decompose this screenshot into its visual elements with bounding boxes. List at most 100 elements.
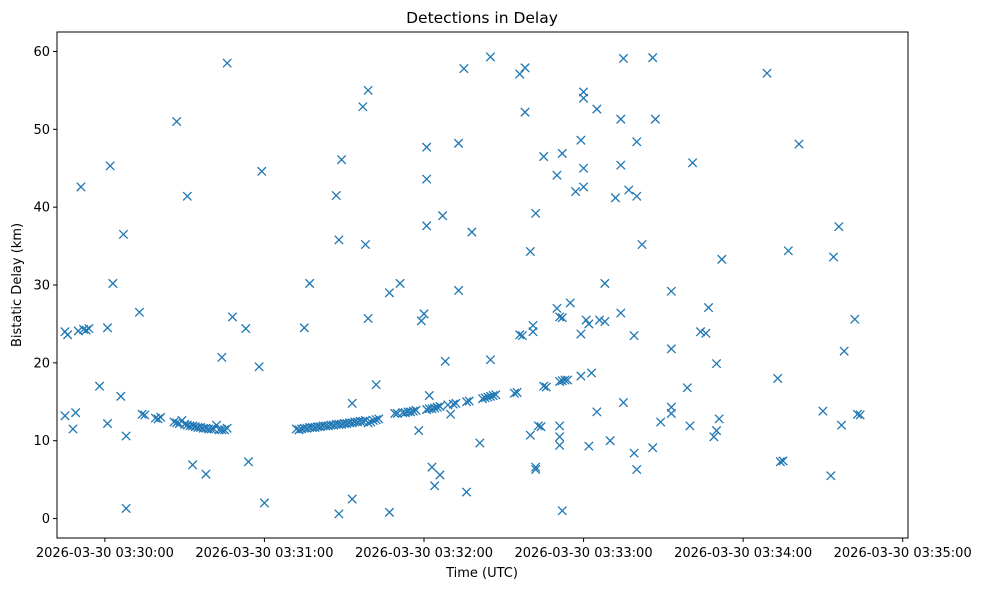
data-point-marker bbox=[557, 506, 567, 516]
data-point-marker bbox=[709, 432, 719, 442]
data-point-marker bbox=[257, 166, 267, 177]
data-point-marker bbox=[429, 481, 440, 491]
data-point-marker bbox=[703, 302, 714, 313]
data-point-marker bbox=[390, 408, 400, 419]
data-point-marker bbox=[358, 416, 368, 426]
data-point-marker bbox=[632, 464, 642, 475]
data-point-marker bbox=[102, 418, 113, 429]
data-point-marker bbox=[624, 185, 634, 195]
data-point-marker bbox=[222, 423, 232, 433]
data-point-marker bbox=[461, 397, 472, 407]
data-point-marker bbox=[172, 116, 182, 127]
y-tick-label: 0 bbox=[42, 512, 50, 527]
data-point-marker bbox=[485, 355, 496, 365]
data-point-marker bbox=[618, 397, 629, 408]
data-point-marker bbox=[531, 462, 541, 472]
data-point-marker bbox=[584, 319, 594, 329]
data-point-marker bbox=[427, 462, 437, 472]
data-point-marker bbox=[818, 406, 828, 416]
data-point-marker bbox=[687, 158, 698, 168]
data-point-marker bbox=[334, 509, 344, 519]
data-point-marker bbox=[73, 326, 83, 336]
data-point-marker bbox=[839, 346, 849, 356]
data-point-marker bbox=[560, 375, 570, 385]
data-point-marker bbox=[701, 328, 711, 338]
data-point-marker bbox=[363, 85, 373, 96]
data-point-marker bbox=[227, 312, 238, 322]
x-tick-label: 2026-03-30 03:34:00 bbox=[674, 546, 812, 561]
data-point-marker bbox=[685, 421, 695, 431]
data-point-marker bbox=[477, 393, 488, 404]
data-point-marker bbox=[483, 392, 493, 402]
data-point-marker bbox=[451, 398, 461, 408]
data-point-marker bbox=[562, 375, 573, 385]
data-point-marker bbox=[581, 315, 591, 325]
data-point-marker bbox=[610, 193, 621, 203]
data-point-marker bbox=[491, 390, 501, 400]
data-point-marker bbox=[509, 388, 520, 398]
data-point-marker bbox=[384, 288, 395, 298]
data-point-marker bbox=[632, 137, 642, 147]
data-point-marker bbox=[578, 182, 589, 192]
data-point-marker bbox=[852, 409, 863, 419]
data-point-marker bbox=[480, 393, 490, 403]
data-point-marker bbox=[374, 414, 384, 424]
data-point-marker bbox=[363, 418, 373, 428]
data-point-marker bbox=[461, 487, 472, 497]
data-point-marker bbox=[557, 313, 567, 323]
data-point-marker bbox=[81, 325, 91, 335]
y-tick-label: 20 bbox=[33, 356, 50, 371]
data-point-marker bbox=[584, 441, 594, 451]
data-point-marker bbox=[105, 161, 115, 171]
data-point-marker bbox=[520, 63, 530, 73]
data-point-marker bbox=[435, 401, 445, 412]
data-point-marker bbox=[411, 405, 421, 415]
data-point-marker bbox=[453, 138, 464, 148]
data-point-marker bbox=[554, 432, 565, 442]
data-point-marker bbox=[775, 457, 786, 467]
data-point-marker bbox=[424, 390, 434, 401]
data-point-marker bbox=[118, 229, 129, 240]
data-point-marker bbox=[666, 408, 676, 419]
data-point-marker bbox=[384, 507, 395, 517]
x-tick-label: 2026-03-30 03:31:00 bbox=[195, 546, 333, 561]
y-axis-label: Bistatic Delay (km) bbox=[10, 223, 25, 347]
data-point-marker bbox=[440, 356, 450, 366]
data-point-marker bbox=[371, 379, 381, 390]
x-tick-label: 2026-03-30 03:35:00 bbox=[834, 546, 972, 561]
data-point-marker bbox=[656, 417, 666, 427]
data-point-marker bbox=[711, 358, 722, 369]
data-point-marker bbox=[629, 448, 639, 458]
data-point-marker bbox=[363, 313, 373, 324]
data-point-marker bbox=[525, 430, 536, 440]
data-point-marker bbox=[552, 303, 562, 314]
data-point-marker bbox=[294, 425, 304, 435]
data-point-marker bbox=[828, 252, 839, 262]
y-tick-label: 60 bbox=[33, 45, 50, 60]
data-point-marker bbox=[485, 52, 496, 62]
data-point-marker bbox=[435, 470, 445, 480]
data-point-marker bbox=[570, 186, 581, 197]
data-point-marker bbox=[586, 368, 597, 378]
data-point-marker bbox=[243, 457, 254, 467]
data-point-marker bbox=[576, 135, 586, 145]
data-point-marker bbox=[182, 191, 192, 201]
data-point-marker bbox=[714, 414, 724, 424]
data-point-marker bbox=[395, 278, 405, 289]
data-point-marker bbox=[172, 418, 182, 428]
data-point-marker bbox=[331, 190, 341, 201]
data-point-marker bbox=[304, 278, 315, 289]
data-point-marker bbox=[219, 425, 230, 435]
y-tick-label: 50 bbox=[33, 123, 50, 138]
data-point-marker bbox=[467, 227, 477, 237]
data-point-marker bbox=[541, 382, 551, 392]
data-point-marker bbox=[778, 456, 788, 466]
data-point-marker bbox=[414, 425, 424, 436]
data-point-marker bbox=[533, 421, 544, 431]
data-point-marker bbox=[459, 63, 469, 74]
data-point-marker bbox=[520, 107, 530, 117]
data-point-marker bbox=[539, 151, 549, 162]
data-point-marker bbox=[475, 438, 485, 448]
chart-title: Detections in Delay bbox=[406, 9, 558, 27]
